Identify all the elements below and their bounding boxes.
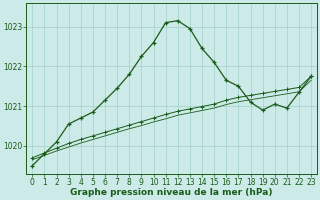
- X-axis label: Graphe pression niveau de la mer (hPa): Graphe pression niveau de la mer (hPa): [70, 188, 273, 197]
